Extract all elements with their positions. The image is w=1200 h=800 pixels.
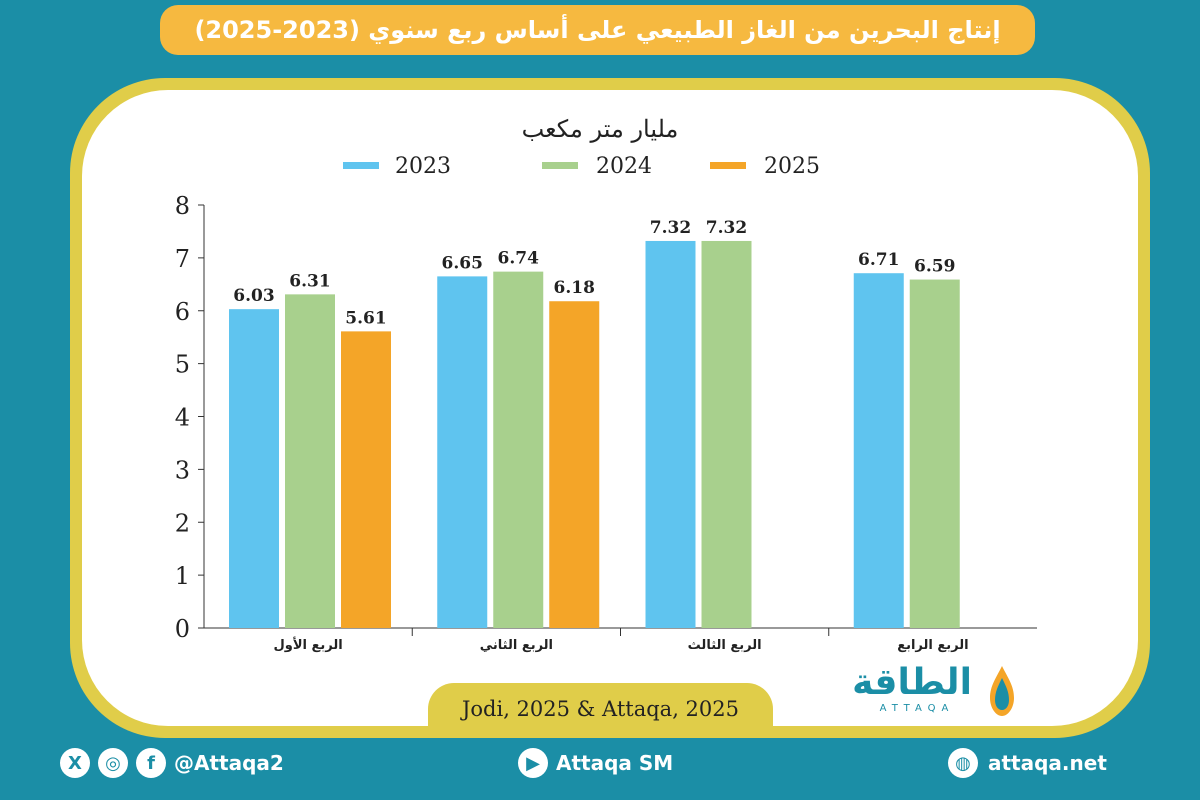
facebook-icon[interactable]: f xyxy=(136,748,166,778)
bar-2024 xyxy=(493,271,544,628)
data-label-2024: 6.59 xyxy=(914,257,955,277)
bar-2024 xyxy=(285,294,335,628)
legend-label-2025: 2025 xyxy=(764,154,820,179)
instagram-icon[interactable]: ◎ xyxy=(98,748,128,778)
chart-title: إنتاج البحرين من الغاز الطبيعي على أساس … xyxy=(194,16,1001,44)
y-tick-label: 0 xyxy=(175,615,190,643)
website-link[interactable]: attaqa.net xyxy=(988,751,1107,775)
y-tick-label: 6 xyxy=(175,298,190,326)
bar-2023 xyxy=(853,273,904,628)
x-tick-label: الربع الأول xyxy=(274,636,343,653)
logo-subtitle: ATTAQA xyxy=(879,703,955,714)
bar-2023 xyxy=(229,309,279,628)
data-label-2024: 6.31 xyxy=(289,271,330,291)
data-label-2024: 7.32 xyxy=(706,218,747,238)
youtube-icon[interactable]: ▶ xyxy=(518,748,548,778)
y-tick-label: 4 xyxy=(175,404,190,432)
y-tick-label: 1 xyxy=(175,562,190,590)
bar-2023 xyxy=(437,276,488,628)
y-tick-label: 8 xyxy=(175,192,190,220)
bar-2024 xyxy=(909,279,960,628)
y-tick-label: 2 xyxy=(175,509,190,537)
chart-card: مليار متر مكعب 2023 2024 2025 0 1 2 3 4 5 6 7 8 الربع… xyxy=(82,90,1138,726)
data-label-2023: 6.03 xyxy=(233,286,274,306)
drop-icon xyxy=(990,666,1014,716)
legend-label-2024: 2024 xyxy=(596,154,652,179)
data-label-2024: 6.74 xyxy=(498,249,540,269)
data-label-2023: 6.65 xyxy=(442,253,483,273)
legend-swatch-2023 xyxy=(343,162,379,169)
x-tick-label: الربع الثالث xyxy=(688,638,762,653)
bar-2024 xyxy=(701,240,752,628)
bar-2025 xyxy=(549,301,600,628)
legend-label-2023: 2023 xyxy=(395,154,451,179)
data-label-2023: 6.71 xyxy=(858,250,899,270)
social-handle[interactable]: @Attaqa2 xyxy=(174,751,284,775)
x-tick-label: الربع الرابع xyxy=(897,638,968,653)
source-pill: Jodi, 2025 & Attaqa, 2025 xyxy=(428,683,773,735)
y-tick-label: 7 xyxy=(175,245,190,273)
chart-unit-label: مليار متر مكعب xyxy=(522,115,679,143)
bar-chart: مليار متر مكعب 2023 2024 2025 0 1 2 3 4 5 6 7 8 الربع… xyxy=(175,115,1037,653)
data-label-2025: 5.61 xyxy=(345,308,386,328)
y-tick-label: 5 xyxy=(175,351,190,379)
legend-swatch-2024 xyxy=(542,162,578,169)
source-text: Jodi, 2025 & Attaqa, 2025 xyxy=(461,697,739,721)
youtube-channel[interactable]: Attaqa SM xyxy=(556,751,674,775)
data-label-2025: 6.18 xyxy=(554,278,595,298)
data-label-2023: 7.32 xyxy=(650,218,691,238)
x-tick-label: الربع الثاني xyxy=(480,638,553,653)
bar-2025 xyxy=(341,331,391,628)
attaqa-logo: الطاقة ATTAQA xyxy=(838,662,1018,720)
y-tick-label: 3 xyxy=(175,456,190,484)
bar-2023 xyxy=(645,240,696,628)
legend-swatch-2025 xyxy=(710,162,746,169)
x-icon[interactable]: X xyxy=(60,748,90,778)
title-banner: إنتاج البحرين من الغاز الطبيعي على أساس … xyxy=(160,5,1035,55)
footer: X ◎ f @Attaqa2 ▶ Attaqa SM ◍ attaqa.net xyxy=(0,740,1200,790)
globe-icon[interactable]: ◍ xyxy=(948,748,978,778)
logo-wordmark: الطاقة xyxy=(852,662,972,703)
